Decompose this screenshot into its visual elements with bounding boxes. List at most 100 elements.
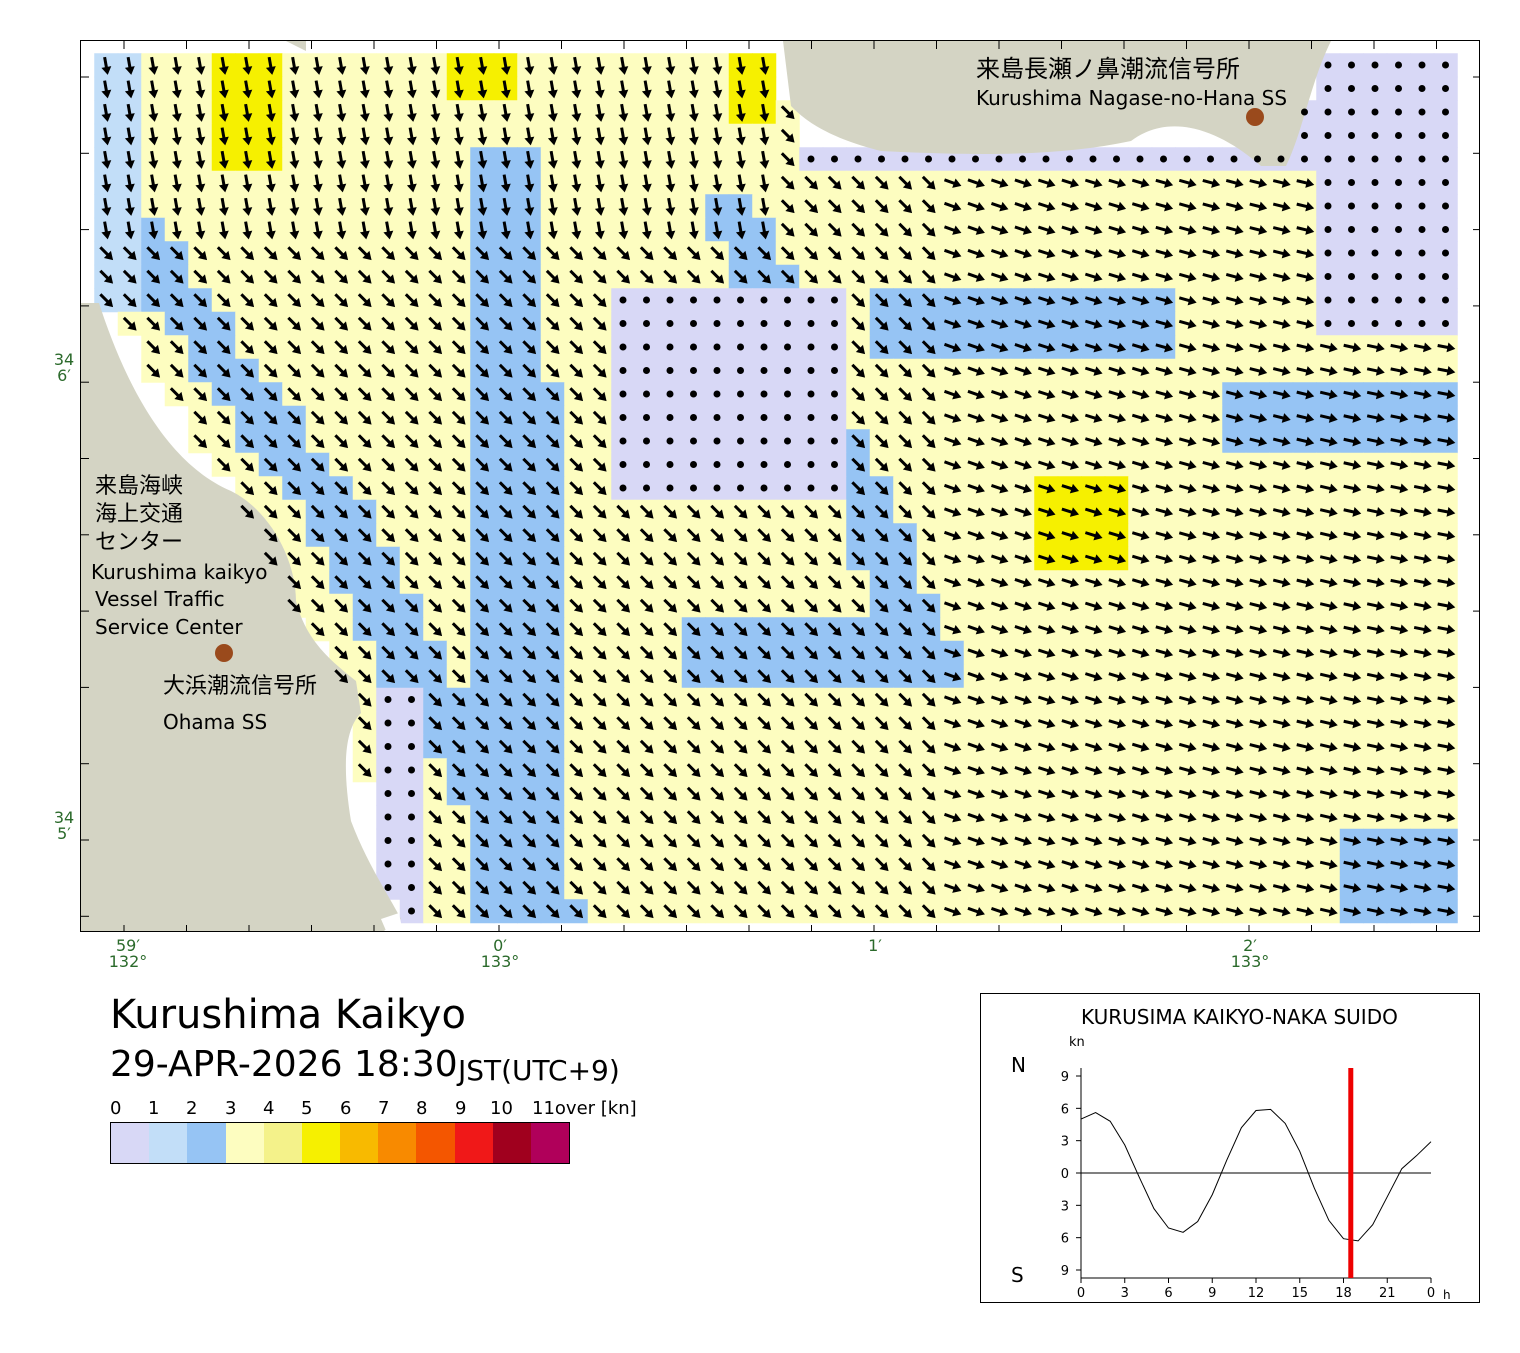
current-arrow xyxy=(384,743,392,750)
current-arrow xyxy=(619,437,627,445)
legend-swatch xyxy=(149,1123,188,1163)
tide-y-tick-label: 6 xyxy=(1061,1232,1069,1247)
current-arrow xyxy=(1418,85,1426,92)
current-arrow xyxy=(784,484,791,492)
current-arrow xyxy=(690,343,697,351)
current-arrow xyxy=(1371,61,1379,69)
current-arrow xyxy=(878,155,885,163)
current-arrow xyxy=(1371,226,1379,233)
current-arrow xyxy=(854,155,862,163)
current-arrow xyxy=(737,367,744,374)
current-arrow xyxy=(784,461,791,468)
current-arrow xyxy=(1418,155,1426,163)
current-arrow xyxy=(666,343,674,351)
current-arrow xyxy=(807,390,815,398)
current-arrow xyxy=(1089,155,1097,163)
current-arrow xyxy=(1371,296,1379,304)
station-ohama-label-en: Ohama SS xyxy=(163,710,268,734)
current-arrow xyxy=(784,437,791,445)
current-arrow xyxy=(643,296,650,304)
current-arrow xyxy=(1442,85,1449,92)
station-nagase-label-en: Kurushima Nagase-no-Hana SS xyxy=(976,86,1288,110)
current-arrow xyxy=(384,884,392,891)
legend-swatch xyxy=(492,1123,531,1163)
current-arrow xyxy=(1418,249,1426,257)
current-arrow xyxy=(384,790,392,797)
current-arrow xyxy=(690,367,697,374)
tide-series-line xyxy=(1080,1108,1432,1242)
current-arrow xyxy=(1324,155,1332,163)
current-arrow xyxy=(690,296,697,304)
current-arrow xyxy=(1418,132,1426,139)
lon-label-1: 1′ xyxy=(868,936,882,955)
current-arrow xyxy=(807,414,815,421)
current-arrow xyxy=(1442,61,1449,69)
legend-swatch xyxy=(187,1123,226,1163)
current-arrow xyxy=(1395,320,1402,327)
current-arrow xyxy=(831,155,838,163)
tide-x-unit: h xyxy=(1443,1288,1451,1302)
tide-x-tick-label: 15 xyxy=(1291,1286,1308,1301)
legend-swatch xyxy=(225,1123,264,1163)
current-arrow xyxy=(713,296,721,304)
legend-swatch xyxy=(340,1123,379,1163)
current-arrow xyxy=(1371,202,1379,210)
current-arrow xyxy=(831,367,838,374)
current-arrow xyxy=(807,296,815,304)
current-arrow xyxy=(1418,296,1426,304)
current-arrow xyxy=(619,367,627,374)
current-arrow xyxy=(643,343,650,351)
current-arrow xyxy=(1348,320,1355,327)
current-arrow xyxy=(1324,108,1332,116)
current-arrow xyxy=(1301,155,1308,163)
current-arrow xyxy=(619,414,627,421)
current-arrow xyxy=(784,343,791,351)
current-arrow xyxy=(1324,249,1332,257)
current-arrow xyxy=(1301,108,1308,116)
current-arrow xyxy=(1324,320,1332,327)
current-arrow xyxy=(1207,155,1214,163)
legend-label: 7 xyxy=(378,1098,390,1119)
current-arrow xyxy=(408,790,415,797)
tide-chart-north-label: N xyxy=(1011,1053,1026,1077)
current-arrow xyxy=(1183,155,1191,163)
current-arrow xyxy=(737,343,744,351)
current-arrow xyxy=(1395,85,1402,92)
tide-chart-unit: kn xyxy=(1069,1035,1085,1050)
current-arrow xyxy=(807,367,815,374)
current-arrow xyxy=(1348,61,1355,69)
current-arrow xyxy=(760,343,768,351)
current-arrow xyxy=(737,437,744,445)
current-map[interactable]: 来島長瀬ノ鼻潮流信号所 Kurushima Nagase-no-Hana SS … xyxy=(80,40,1480,932)
station-ohama-label-jp: 大浜潮流信号所 xyxy=(163,674,318,699)
current-arrow xyxy=(760,414,768,421)
current-arrow xyxy=(1371,132,1379,139)
current-arrow xyxy=(760,320,768,327)
current-arrow xyxy=(1395,132,1402,139)
vtsc-label-en-3: Service Center xyxy=(95,615,243,639)
current-arrow xyxy=(1348,179,1355,186)
current-arrow xyxy=(1395,249,1402,257)
lon-label-2: 2′ 133° xyxy=(1230,936,1270,971)
current-arrow xyxy=(666,320,674,327)
current-arrow xyxy=(760,367,768,374)
legend-label: 0 xyxy=(110,1098,122,1119)
current-arrow xyxy=(1418,61,1426,69)
timezone-label: JST(UTC+9) xyxy=(458,1054,620,1087)
current-arrow xyxy=(831,296,838,304)
tide-y-tick-label: 6 xyxy=(1061,1102,1069,1117)
current-arrow xyxy=(1418,179,1426,186)
current-arrow xyxy=(1324,273,1332,280)
current-arrow xyxy=(807,437,815,445)
current-arrow xyxy=(784,367,791,374)
current-arrow xyxy=(713,484,721,492)
current-arrow xyxy=(1136,155,1144,163)
current-arrow xyxy=(901,155,909,163)
legend-swatch xyxy=(111,1123,150,1163)
current-arrow xyxy=(408,719,415,727)
current-arrow xyxy=(1324,202,1332,210)
current-arrow xyxy=(690,390,697,398)
current-arrow xyxy=(384,837,392,844)
current-arrow xyxy=(408,743,415,750)
current-arrow xyxy=(619,343,627,351)
